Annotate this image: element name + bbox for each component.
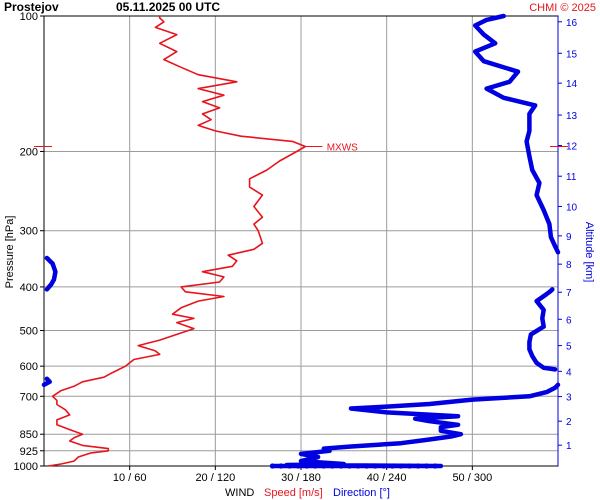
pressure-tick-label: 400 <box>20 282 38 294</box>
pressure-axis: 100 200 300 400 500 600 700 850 925 1000 <box>14 11 44 473</box>
x-axis-label-wind: WIND <box>225 487 254 499</box>
altitude-tick-label: 2 <box>566 417 572 428</box>
direction-point <box>364 463 370 469</box>
direction-point <box>389 463 395 469</box>
pressure-tick-label: 850 <box>20 429 38 441</box>
direction-point <box>415 463 421 469</box>
direction-line <box>41 376 52 388</box>
pressure-tick-label: 200 <box>20 146 38 158</box>
direction-point <box>338 463 344 469</box>
mxws-label: MXWS <box>327 143 358 154</box>
altitude-tick-label: 3 <box>566 393 572 404</box>
altitude-tick-label: 9 <box>566 232 572 243</box>
altitude-tick-label: 6 <box>566 315 572 326</box>
pressure-tick-label: 100 <box>20 11 38 23</box>
direction-point <box>381 463 387 469</box>
altitude-tick-label: 13 <box>566 111 578 122</box>
pressure-tick-label: 300 <box>20 226 38 238</box>
altitude-tick-label: 1 <box>566 441 572 452</box>
direction-series <box>41 13 561 469</box>
direction-line <box>527 287 558 372</box>
direction-point <box>329 463 335 469</box>
direction-point <box>269 463 275 469</box>
direction-point <box>406 463 413 469</box>
direction-point <box>278 463 284 469</box>
altitude-axis-label: Altitude [km] <box>583 222 595 283</box>
annotations: MXWS <box>34 143 568 154</box>
pressure-tick-label: 1000 <box>14 461 38 473</box>
x-tick-label: 20 / 120 <box>195 472 235 484</box>
direction-point <box>295 463 301 469</box>
direction-point <box>398 463 404 469</box>
direction-point <box>312 463 318 469</box>
direction-point <box>432 463 438 469</box>
datetime-title: 05.11.2025 00 UTC <box>116 0 220 14</box>
speed-series <box>48 16 307 467</box>
altitude-tick-label: 5 <box>566 342 572 353</box>
direction-point <box>346 463 353 469</box>
pressure-tick-label: 700 <box>20 391 38 403</box>
altitude-tick-label: 16 <box>566 18 578 29</box>
station-title: Prostejov <box>4 0 59 14</box>
x-tick-label: 40 / 240 <box>367 472 407 484</box>
speed-line <box>48 16 307 467</box>
direction-point <box>321 463 327 469</box>
x-axis-label-direction: Direction [°] <box>333 487 390 499</box>
direction-line <box>472 13 561 255</box>
direction-point <box>372 463 378 469</box>
direction-line <box>44 255 58 292</box>
x-axis-label-speed: Speed [m/s] <box>264 487 323 499</box>
altitude-tick-label: 12 <box>566 142 578 153</box>
pressure-tick-label: 925 <box>20 446 38 458</box>
altitude-tick-label: 4 <box>566 367 572 378</box>
altitude-tick-label: 11 <box>566 172 577 183</box>
x-axis: 10 / 60 20 / 120 30 / 180 40 / 240 50 / 300 <box>113 466 492 484</box>
direction-point <box>355 463 361 469</box>
direction-point <box>304 463 310 469</box>
altitude-tick-label: 15 <box>566 49 578 60</box>
pressure-axis-label: Pressure [hPa] <box>4 216 16 289</box>
x-tick-label: 30 / 180 <box>281 472 321 484</box>
altitude-tick-label: 10 <box>566 202 578 213</box>
direction-point <box>424 463 430 469</box>
direction-point <box>287 463 293 469</box>
pressure-tick-label: 500 <box>20 326 38 338</box>
x-tick-label: 50 / 300 <box>452 472 492 484</box>
x-tick-label: 10 / 60 <box>113 472 147 484</box>
altitude-tick-label: 14 <box>566 79 578 90</box>
direction-line <box>270 382 561 469</box>
pressure-tick-label: 600 <box>20 361 38 373</box>
altitude-tick-label: 7 <box>566 288 572 299</box>
altitude-tick-label: 8 <box>566 260 572 271</box>
credit-label: CHMI © 2025 <box>529 2 596 14</box>
grid <box>44 16 558 466</box>
